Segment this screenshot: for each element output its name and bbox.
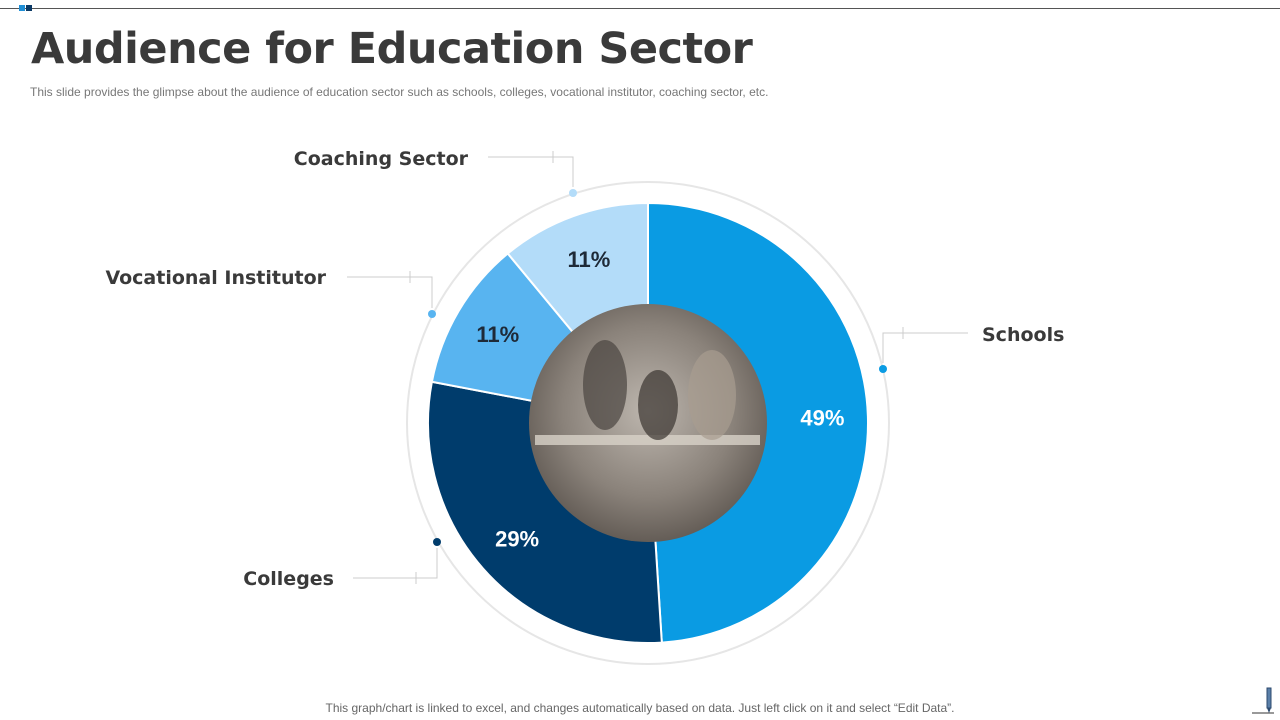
center-photo: [529, 304, 767, 542]
page-title: Audience for Education Sector: [31, 24, 753, 74]
leader-dot: [569, 189, 577, 197]
legend-label-coaching-sector: Coaching Sector: [294, 148, 469, 170]
legend-label-colleges: Colleges: [243, 568, 334, 590]
legend-label-vocational-institutor: Vocational Institutor: [105, 267, 326, 289]
pencil-icon[interactable]: [1252, 686, 1276, 716]
data-label: 29%: [495, 526, 539, 551]
page-subtitle: This slide provides the glimpse about th…: [30, 85, 769, 99]
leader-dot: [428, 310, 436, 318]
legend-label-schools: Schools: [982, 324, 1064, 346]
outer-ring: [406, 181, 890, 665]
data-label: 49%: [800, 406, 844, 431]
leader-line: [488, 151, 574, 187]
leader-line: [882, 327, 968, 363]
leader-dot: [433, 538, 441, 546]
top-rule: [0, 8, 1280, 9]
leader-dot: [879, 365, 887, 373]
leader-line: [353, 548, 438, 584]
footer-note: This graph/chart is linked to excel, and…: [325, 701, 955, 715]
accent-square: [26, 5, 32, 11]
data-label: 11%: [567, 247, 610, 272]
leader-line: [347, 271, 433, 308]
data-label: 11%: [476, 322, 519, 347]
accent-square: [19, 5, 25, 11]
